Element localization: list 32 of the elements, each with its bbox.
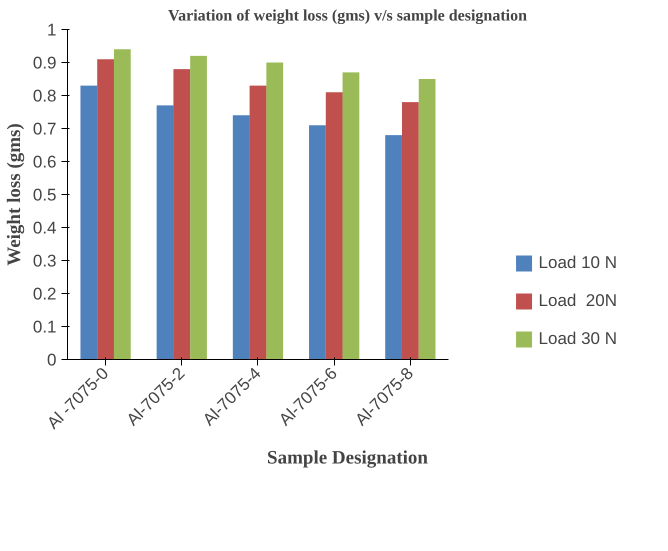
- bar: [250, 86, 266, 360]
- bar: [385, 135, 402, 360]
- bar: [266, 62, 284, 360]
- y-tick-label: 1: [47, 20, 57, 40]
- bar: [190, 56, 207, 360]
- bar: [156, 105, 174, 360]
- y-tick-label: 0.1: [32, 318, 57, 336]
- y-tick-label: 0.7: [32, 120, 57, 138]
- bar: [342, 72, 360, 360]
- bar: [173, 69, 190, 360]
- bar: [309, 125, 326, 360]
- bar: [402, 102, 419, 360]
- y-tick-label: 0.3: [32, 252, 57, 270]
- bar: [80, 86, 98, 360]
- bar: [97, 59, 114, 360]
- y-axis-title: Weight loss (gms): [4, 123, 25, 266]
- y-tick-label: 0.6: [32, 152, 57, 172]
- chart-title: Variation of weight loss (gms) v/s sample designation: [168, 8, 528, 24]
- legend-label: Load 10 N: [538, 253, 617, 273]
- x-axis-title: Sample Designation: [267, 447, 428, 468]
- y-tick-label: 0.5: [32, 186, 57, 204]
- bar: [114, 49, 131, 360]
- y-tick-label: 0.2: [32, 284, 57, 304]
- y-tick-label: 0.4: [32, 218, 57, 238]
- y-tick-label: 0.9: [32, 54, 57, 72]
- y-tick-label: 0.8: [32, 86, 57, 106]
- legend-label: Load 20N: [538, 291, 617, 311]
- legend-label: Load 30 N: [538, 329, 617, 349]
- y-tick-label: 0: [47, 350, 57, 370]
- bar: [326, 92, 343, 360]
- bar: [418, 79, 436, 360]
- bar: [232, 115, 250, 360]
